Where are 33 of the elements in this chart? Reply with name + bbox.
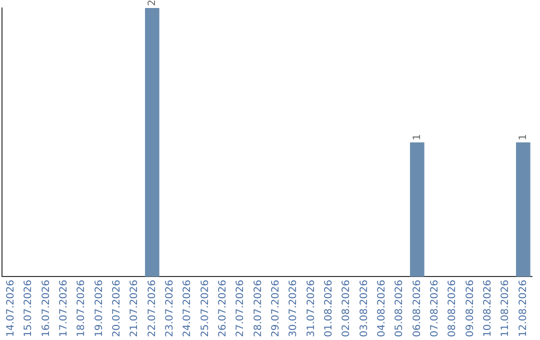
x-tick-label: 01.08.2026	[323, 280, 334, 338]
x-tick-label: 16.07.2026	[40, 280, 52, 338]
x-tick-label: 03.08.2026	[358, 280, 370, 338]
x-tick-label: 12.08.2026	[518, 280, 529, 338]
x-tick-label: 28.07.2026	[252, 280, 264, 338]
x-tick-label: 06.08.2026	[412, 280, 423, 338]
x-tick-label: 26.07.2026	[217, 280, 228, 338]
x-tick-label: 19.07.2026	[94, 280, 105, 338]
x-tick-label: 05.08.2026	[394, 280, 406, 338]
x-tick-label: 25.07.2026	[200, 280, 211, 338]
x-tick-label: 29.07.2026	[270, 280, 282, 338]
x-tick-label: 24.07.2026	[182, 280, 194, 338]
x-tick-label: 11.08.2026	[500, 280, 512, 338]
data-label: 2	[146, 0, 158, 6]
x-tick-label: 23.07.2026	[164, 280, 176, 338]
x-tick-label: 02.08.2026	[341, 280, 352, 338]
x-tick-label: 27.07.2026	[235, 280, 246, 338]
x-tick-label: 22.07.2026	[146, 280, 158, 338]
x-tick-label: 07.08.2026	[429, 280, 440, 338]
x-tick-label: 17.07.2026	[58, 280, 70, 338]
x-tick-label: 14.07.2026	[5, 280, 16, 338]
x-tick-label: 18.07.2026	[76, 280, 88, 338]
x-tick-label: 21.07.2026	[129, 280, 140, 338]
data-label: 1	[518, 134, 529, 140]
x-tick-label: 09.08.2026	[464, 280, 476, 338]
x-tick-label: 04.08.2026	[376, 280, 388, 338]
x-tick-label: 15.07.2026	[23, 280, 34, 338]
data-label: 1	[412, 134, 423, 140]
x-tick-label: 20.07.2026	[111, 280, 122, 338]
x-tick-label: 31.07.2026	[306, 280, 317, 338]
x-tick-label: 30.07.2026	[288, 280, 300, 338]
x-tick-label: 08.08.2026	[447, 280, 458, 338]
x-tick-label: 10.08.2026	[482, 280, 494, 338]
